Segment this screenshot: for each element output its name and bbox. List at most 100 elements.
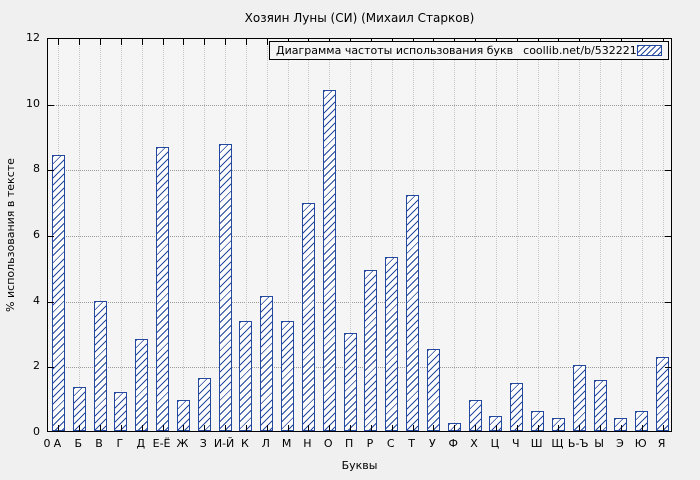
y-tick-label: 4 [33,293,40,307]
x-tick-mark [475,425,477,431]
grid-line-vertical [641,39,643,431]
x-tick-mark [412,425,414,431]
bar [281,321,295,431]
grid-line-horizontal [48,367,671,369]
y-tick-label: 12 [26,31,40,44]
y-tick-label: 0 [33,425,40,438]
x-tick-label: Г [116,437,124,450]
x-tick-mark [287,425,289,431]
x-tick-mark [662,425,664,431]
x-tick-mark [433,425,435,431]
x-tick-label: Щ [551,437,564,450]
y-tick-mark [665,236,671,237]
bar [364,270,378,431]
y-tick-mark [665,367,671,369]
grid-line-vertical [600,39,602,431]
x-tick-label: М [281,437,292,450]
x-tick-mark [245,425,247,431]
grid-line-vertical [370,39,372,431]
x-tick-label: Ы [594,437,604,450]
grid-line-horizontal [48,301,671,303]
x-tick-mark [58,39,60,45]
grid-line-vertical [120,39,122,431]
x-tick-mark [329,425,331,431]
x-axis-label: Буквы [341,459,378,472]
y-tick-label: 6 [33,228,40,241]
bar [322,89,336,431]
bar [260,296,274,431]
legend: Диаграмма частоты использования букв coo… [269,41,669,60]
grid-line-vertical [433,39,435,431]
bar [218,143,232,431]
x-tick-label: Д [136,437,146,450]
x-tick-mark [391,425,393,431]
x-tick-mark [162,425,164,431]
x-tick-mark [162,39,164,45]
x-origin-label: 0 [43,437,51,450]
grid-line-vertical [141,39,143,431]
x-tick-label: С [386,437,395,450]
legend-text: Диаграмма частоты использования букв coo… [276,44,637,57]
x-tick-label: Е-Ё [152,437,171,450]
y-tick-mark [48,236,54,237]
legend-label: Диаграмма частоты использования букв [276,44,514,57]
bar [301,202,315,431]
x-tick-mark [183,425,185,431]
x-tick-mark [620,425,622,431]
x-tick-mark [141,39,143,45]
y-tick-mark [665,301,671,303]
x-tick-mark [225,425,227,431]
grid-line-horizontal [48,170,671,172]
grid-line-vertical [79,39,81,431]
x-tick-label: А [53,437,62,450]
y-tick-mark [665,170,671,172]
x-tick-mark [204,39,206,45]
x-tick-mark [558,425,560,431]
grid-line-vertical [495,39,497,431]
bar [197,378,211,431]
x-tick-mark [204,425,206,431]
legend-swatch-hatched-bar [636,45,662,56]
grid-line-vertical [391,39,393,431]
y-tick-label: 10 [26,96,40,110]
grid-line-vertical [266,39,268,431]
x-tick-mark [120,425,122,431]
grid-line-horizontal [48,236,671,237]
x-tick-mark [100,39,102,45]
bar [593,380,607,431]
bar [93,301,107,431]
y-tick-mark [48,170,54,172]
x-tick-mark [600,425,602,431]
bar [406,194,420,431]
x-tick-mark [120,39,122,45]
x-tick-mark [266,425,268,431]
x-tick-mark [100,425,102,431]
x-tick-mark [579,425,581,431]
grid-line-vertical [475,39,477,431]
x-tick-mark [537,425,539,431]
grid-line-vertical [245,39,247,431]
x-tick-label: Ш [530,437,543,450]
x-tick-label: Л [261,437,270,450]
x-tick-mark [79,39,81,45]
x-tick-label: Б [74,437,83,450]
grid-line-vertical [350,39,352,431]
x-tick-mark [266,39,268,45]
y-tick-label: 2 [33,359,40,373]
grid-line-vertical [183,39,185,431]
grid-line-vertical [537,39,539,431]
grid-line-vertical [287,39,289,431]
x-tick-mark [225,39,227,45]
bar [51,155,65,431]
bar [572,365,586,431]
x-tick-label: Я [657,437,666,450]
y-tick-mark [48,367,54,369]
x-tick-label: П [344,437,354,450]
x-tick-mark [141,425,143,431]
grid-line-vertical [662,39,664,431]
x-tick-mark [495,425,497,431]
bar [385,256,399,431]
chart-title: Хозяин Луны (СИ) (Михаил Старков) [244,11,475,25]
x-tick-mark [454,425,456,431]
